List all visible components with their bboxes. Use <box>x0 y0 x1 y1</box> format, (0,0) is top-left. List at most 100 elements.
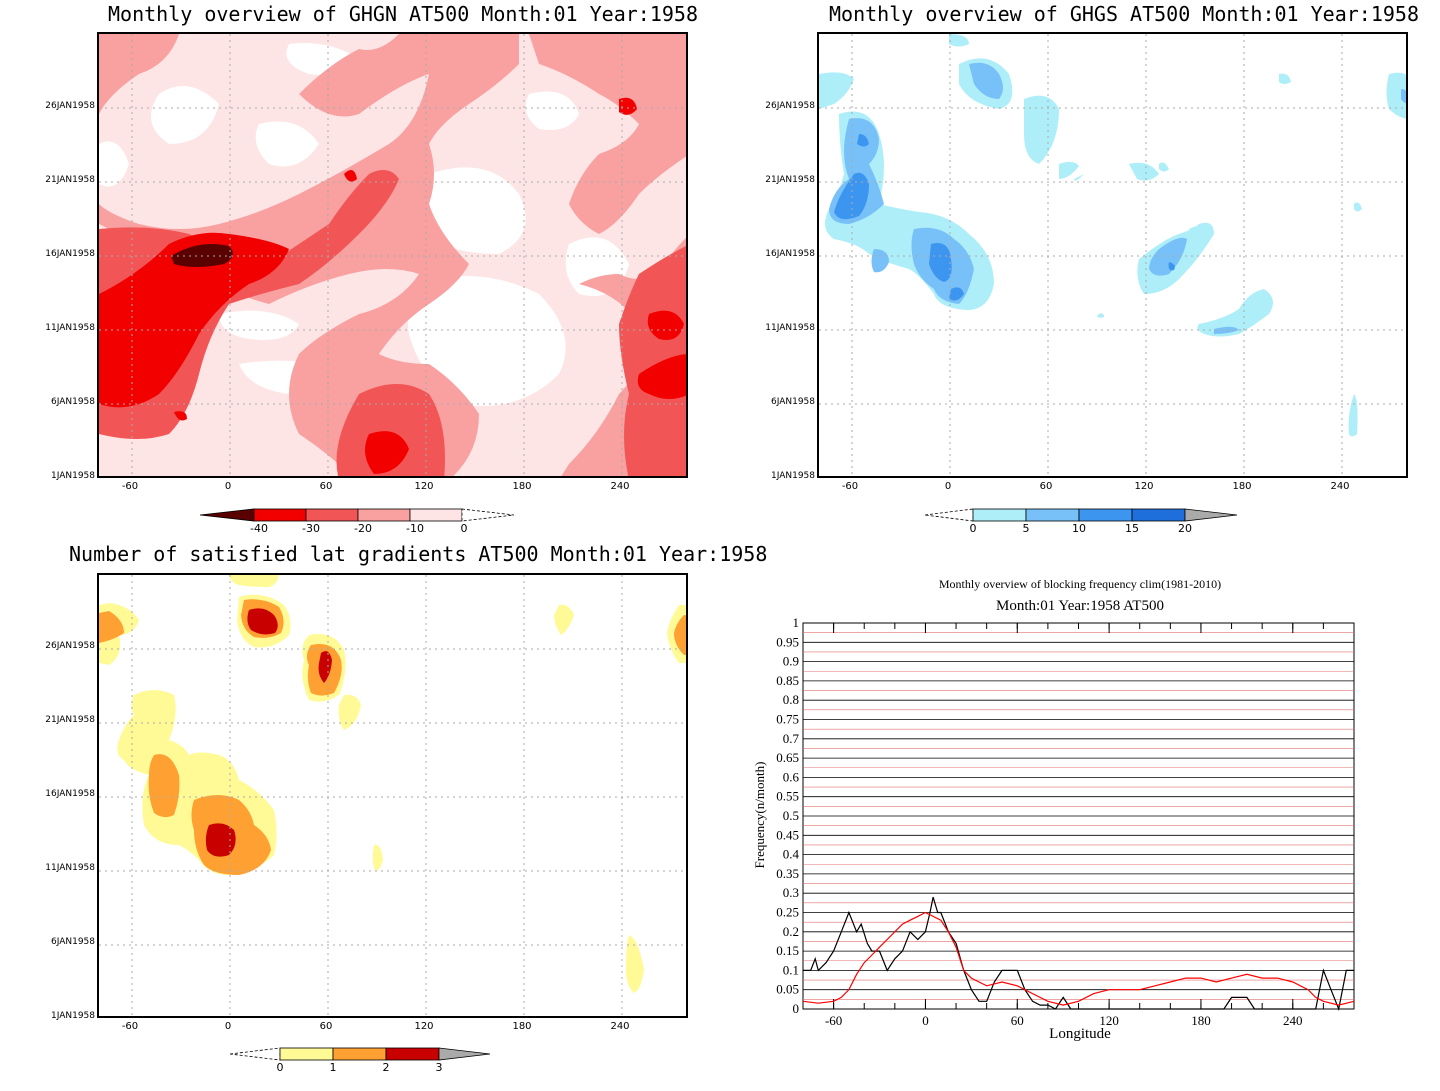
ghgn-colorbar-swatch <box>305 508 359 522</box>
ghgn-colorbar-label: -10 <box>406 522 424 535</box>
latgrad-ytick: 21JAN1958 <box>45 715 95 725</box>
ghgn-plot-area <box>97 32 688 478</box>
line-chart-ytick: 0.4 <box>783 847 800 862</box>
ghgn-ytick: 26JAN1958 <box>45 101 95 111</box>
latgrad-colorbar-label: 1 <box>329 1061 337 1074</box>
line-chart-ytick: 0 <box>793 1001 800 1016</box>
ghgs-ytick: 26JAN1958 <box>765 101 815 111</box>
line-chart-canvas: 1 0.95 0.9 0.85 0.8 0.75 0.7 0.65 0.6 0.55 0.5 0.45… <box>776 615 1355 1028</box>
ghgs-xtick: 180 <box>1232 481 1252 492</box>
ghgs-colorbar-label: 15 <box>1125 522 1139 535</box>
ghgn-ytick: 6JAN1958 <box>50 397 95 407</box>
latgrad-xtick: 60 <box>319 1021 333 1032</box>
ghgn-ytick: 11JAN1958 <box>45 323 95 333</box>
ghgn-xtick: 60 <box>319 481 333 492</box>
line-chart-ytick: 0.1 <box>783 962 799 977</box>
latgrad-colorbar-swatch <box>230 1047 281 1061</box>
latgrad-title: Number of satisfied lat gradients AT500 … <box>69 542 768 566</box>
ghgs-contours <box>819 34 1406 476</box>
ghgs-ytick: 6JAN1958 <box>770 397 815 407</box>
ghgn-ytick: 16JAN1958 <box>45 249 95 259</box>
ghgn-contour-white <box>99 43 629 406</box>
line-chart-xtick: 180 <box>1191 1013 1211 1028</box>
ghgn-colorbar-swatch <box>200 508 255 522</box>
latgrad-panel: Number of satisfied lat gradients AT500 … <box>0 542 767 1091</box>
ghgs-ytick: 16JAN1958 <box>765 249 815 259</box>
ghgs-panel: Monthly overview of GHGS AT500 Month:01 … <box>720 0 1440 545</box>
ghgs-colorbar-swatch <box>972 508 1027 522</box>
line-chart-ytick: 0.9 <box>783 654 799 669</box>
line-chart-ytick: 0.55 <box>776 789 799 804</box>
ghgs-xtick: 120 <box>1134 481 1154 492</box>
line-chart-xtick: 120 <box>1099 1013 1119 1028</box>
ghgn-xtick: 0 <box>224 481 232 492</box>
ghgn-title: Monthly overview of GHGN AT500 Month:01 … <box>108 2 699 26</box>
ghgn-colorbar-label: -40 <box>250 522 268 535</box>
ghgn-panel: Monthly overview of GHGN AT500 Month:01 … <box>0 0 720 545</box>
line-chart-xtick: 240 <box>1283 1013 1303 1028</box>
line-chart-ytick: 0.2 <box>783 924 799 939</box>
ghgn-contour-minus30 <box>99 97 686 474</box>
blocking-frequency-panel: Monthly overview of blocking frequency c… <box>720 545 1440 1091</box>
latgrad-plot-area <box>97 573 688 1018</box>
line-chart-subtitle: Month:01 Year:1958 AT500 <box>996 598 1164 614</box>
ghgs-xtick: 60 <box>1039 481 1053 492</box>
line-chart-ytick: 0.75 <box>776 712 799 727</box>
ghgs-colorbar-label: 20 <box>1178 522 1192 535</box>
ghgs-plot-area <box>817 32 1408 478</box>
ghgs-colorbar-swatch <box>925 508 974 522</box>
latgrad-colorbar-label: 3 <box>435 1061 443 1074</box>
line-chart-title: Monthly overview of blocking frequency c… <box>938 577 1222 591</box>
ghgn-xtick: 180 <box>512 481 532 492</box>
line-chart-ytick: 0.65 <box>776 750 799 765</box>
ghgn-colorbar-swatch <box>357 508 411 522</box>
ghgs-colorbar-swatch <box>1025 508 1080 522</box>
line-chart-ytick: 0.8 <box>783 692 799 707</box>
ghgs-colorbar <box>925 508 1238 522</box>
ghgs-contour-5 <box>829 62 1406 334</box>
ghgn-colorbar-swatch <box>253 508 307 522</box>
ghgn-contour-minus10 <box>99 34 686 476</box>
latgrad-colorbar-swatch <box>279 1047 334 1061</box>
latgrad-xtick: 240 <box>610 1021 630 1032</box>
ghgn-xtick: 240 <box>610 481 630 492</box>
latgrad-xtick: 120 <box>414 1021 434 1032</box>
line-chart-xlabel: Longitude <box>1049 1026 1111 1042</box>
latgrad-contour-1 <box>99 575 686 993</box>
ghgn-colorbar-swatch <box>409 508 463 522</box>
latgrad-ytick: 1JAN1958 <box>50 1011 95 1021</box>
latgrad-ytick: 6JAN1958 <box>50 937 95 947</box>
ghgs-ytick: 1JAN1958 <box>770 471 815 481</box>
line-chart-ytick: 0.7 <box>783 731 800 746</box>
latgrad-contours <box>99 575 686 1016</box>
line-chart-xtick: 60 <box>1011 1013 1024 1028</box>
ghgn-contour-minus40 <box>171 243 233 267</box>
ghgs-colorbar-swatch <box>1184 508 1238 522</box>
line-chart-ytick: 0.3 <box>783 885 799 900</box>
latgrad-xtick: 180 <box>512 1021 532 1032</box>
ghgs-colorbar-label: 10 <box>1072 522 1086 535</box>
ghgs-colorbar-swatch <box>1078 508 1133 522</box>
line-chart-ytick: 1 <box>793 615 800 630</box>
line-chart-xtick: -60 <box>825 1013 842 1028</box>
line-chart-ytick: 0.45 <box>776 827 799 842</box>
ghgn-gridlines <box>99 34 686 476</box>
ghgn-colorbar-label: -30 <box>302 522 320 535</box>
latgrad-colorbar-swatch <box>332 1047 387 1061</box>
ghgn-ytick: 21JAN1958 <box>45 175 95 185</box>
ghgn-contours <box>99 34 686 476</box>
latgrad-contour-3 <box>205 608 332 857</box>
ghgn-xtick: -60 <box>121 481 139 492</box>
latgrad-colorbar-swatch <box>438 1047 491 1061</box>
latgrad-gridlines <box>99 575 686 1016</box>
line-chart-series-red <box>802 911 1355 1006</box>
line-chart-ytick: 0.95 <box>776 634 799 649</box>
ghgs-colorbar-swatch <box>1131 508 1186 522</box>
ghgn-xtick: 120 <box>414 481 434 492</box>
ghgs-contour-0 <box>819 34 1406 437</box>
ghgs-colorbar-label: 5 <box>1022 522 1030 535</box>
latgrad-xtick: 0 <box>224 1021 232 1032</box>
ghgs-xtick: -60 <box>841 481 859 492</box>
ghgs-ytick: 11JAN1958 <box>765 323 815 333</box>
latgrad-colorbar-label: 0 <box>276 1061 284 1074</box>
